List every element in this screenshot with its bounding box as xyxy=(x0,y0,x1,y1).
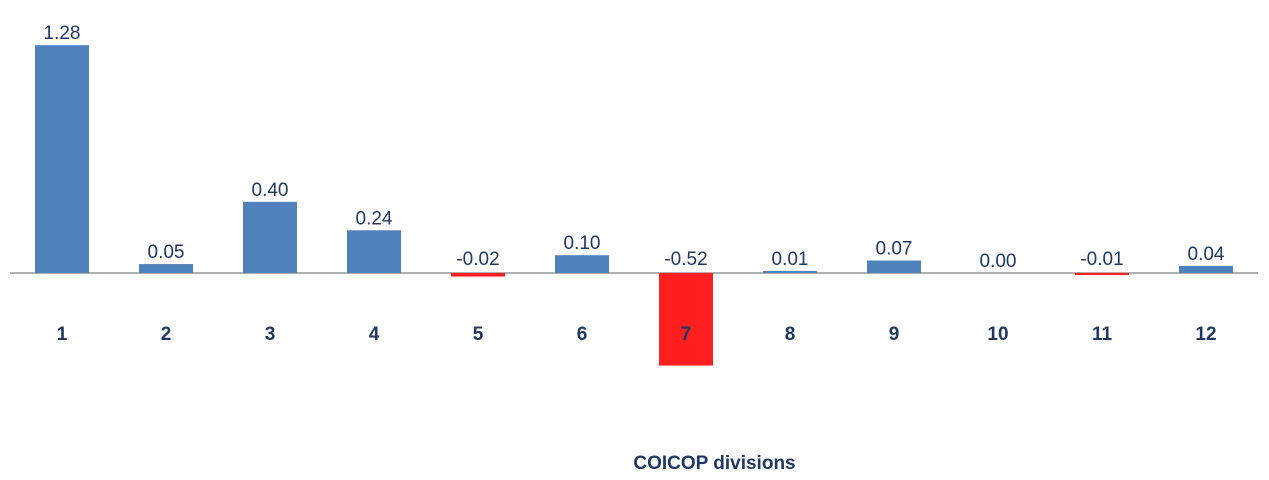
bar-7 xyxy=(659,273,713,366)
bar-3 xyxy=(243,201,297,273)
category-label-2: 2 xyxy=(161,324,172,345)
value-label-10: 0.00 xyxy=(980,251,1017,272)
bar-6 xyxy=(555,255,609,273)
category-label-7: 7 xyxy=(681,324,692,345)
category-label-9: 9 xyxy=(889,324,900,345)
category-label-6: 6 xyxy=(577,324,588,345)
value-label-4: 0.24 xyxy=(356,208,393,229)
category-label-8: 8 xyxy=(785,324,796,345)
category-label-1: 1 xyxy=(57,324,68,345)
bar-2 xyxy=(139,264,193,273)
category-label-3: 3 xyxy=(265,324,276,345)
value-label-8: 0.01 xyxy=(772,249,809,270)
bar-11 xyxy=(1075,273,1129,275)
bar-9 xyxy=(867,260,921,273)
bar-8 xyxy=(763,271,817,273)
value-label-6: 0.10 xyxy=(564,233,601,254)
category-label-11: 11 xyxy=(1092,324,1113,345)
category-label-5: 5 xyxy=(473,324,484,345)
value-label-7: -0.52 xyxy=(664,249,707,270)
category-label-12: 12 xyxy=(1195,324,1216,345)
bar-1 xyxy=(35,45,89,273)
x-axis-title: COICOP divisions xyxy=(633,453,796,474)
value-label-2: 0.05 xyxy=(148,242,185,263)
bar-4 xyxy=(347,230,401,273)
category-label-10: 10 xyxy=(987,324,1008,345)
value-label-11: -0.01 xyxy=(1080,249,1123,270)
value-label-12: 0.04 xyxy=(1188,244,1225,265)
category-label-4: 4 xyxy=(369,324,380,345)
value-label-9: 0.07 xyxy=(876,239,913,260)
value-label-1: 1.28 xyxy=(44,23,81,44)
value-label-3: 0.40 xyxy=(252,180,289,201)
bar-12 xyxy=(1179,265,1233,273)
bar-5 xyxy=(451,273,505,277)
value-label-5: -0.02 xyxy=(456,249,499,270)
